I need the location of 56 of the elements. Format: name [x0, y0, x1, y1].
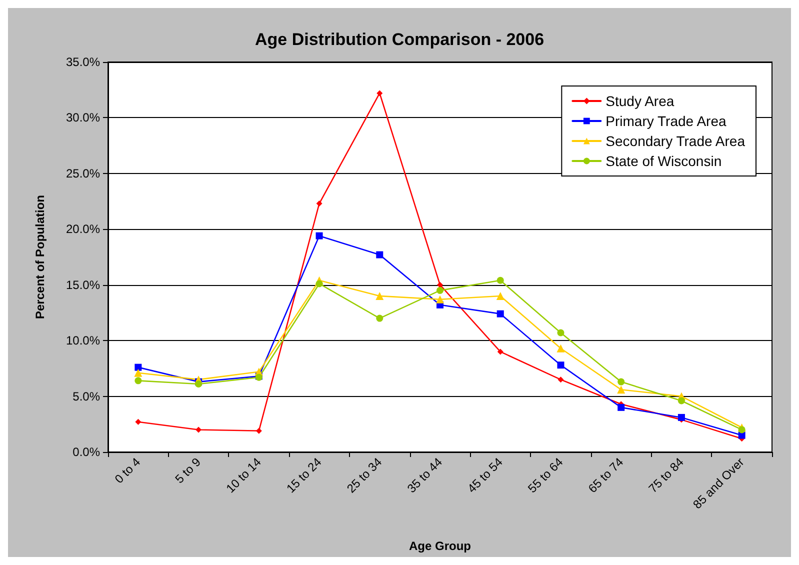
y-tick-label: 15.0% — [66, 278, 100, 292]
point — [557, 329, 564, 336]
x-tick-label: 35 to 44 — [404, 454, 446, 496]
point — [497, 348, 504, 355]
point — [678, 397, 685, 404]
x-tick-label: 5 to 9 — [172, 454, 204, 486]
point — [134, 368, 142, 377]
x-tick-label: 45 to 54 — [464, 454, 506, 496]
point — [134, 364, 142, 371]
point — [135, 418, 142, 425]
point — [678, 414, 685, 421]
y-tick-label: 20.0% — [66, 222, 100, 236]
x-axis-title: Age Group — [409, 539, 471, 553]
point — [376, 90, 383, 96]
x-tick-label: 65 to 74 — [586, 454, 626, 496]
y-tick-label: 10.0% — [66, 334, 100, 348]
y-tick-label: 25.0% — [66, 166, 100, 180]
y-tick-label: 0.0% — [72, 445, 100, 459]
y-tick-label: 35.0% — [66, 55, 100, 69]
x-tick-label: 55 to 64 — [525, 454, 566, 496]
point — [316, 200, 322, 207]
point — [496, 276, 504, 284]
point — [738, 426, 746, 434]
legend-label: Study Area — [606, 93, 674, 109]
point — [134, 377, 142, 384]
point — [557, 362, 564, 369]
point — [316, 280, 323, 288]
y-tick-label: 30.0% — [66, 110, 100, 125]
x-tick-label: 10 to 14 — [223, 454, 264, 496]
x-tick-label: 25 to 34 — [344, 454, 385, 496]
point — [316, 232, 323, 240]
point — [196, 426, 202, 433]
point — [738, 432, 746, 439]
point — [436, 295, 444, 304]
y-axis-title: Percent of Population — [33, 194, 47, 320]
point — [496, 310, 504, 318]
point — [195, 380, 202, 388]
point — [556, 344, 565, 352]
point — [436, 286, 444, 294]
point — [618, 378, 625, 386]
point — [376, 251, 384, 258]
point — [496, 292, 504, 300]
x-tick-label: 75 to 84 — [646, 454, 687, 496]
chart-title: Age Distribution Comparison - 2006 — [254, 30, 544, 49]
y-tick-label: 5.0% — [72, 389, 100, 404]
point — [617, 386, 626, 394]
point — [376, 314, 384, 322]
legend-label: Primary Trade Area — [606, 113, 726, 129]
point — [256, 428, 262, 434]
x-tick-label: 0 to 4 — [112, 454, 144, 486]
legend-label: State of Wisconsin — [606, 153, 722, 169]
point — [618, 404, 625, 411]
point — [558, 376, 564, 383]
x-tick-label: 15 to 24 — [284, 454, 324, 496]
legend-label: Secondary Trade Area — [606, 133, 746, 149]
point — [376, 292, 384, 300]
